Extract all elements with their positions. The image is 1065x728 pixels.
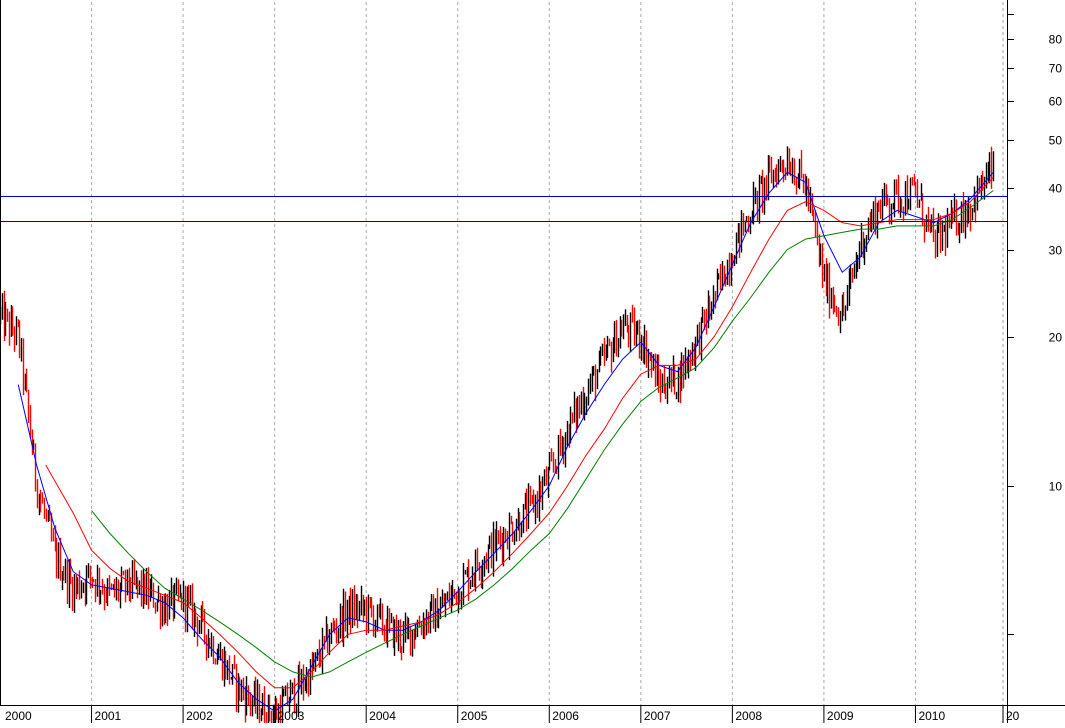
price-candles xyxy=(0,146,995,728)
x-tick-label: 2005 xyxy=(461,709,488,723)
x-tick-label: 2006 xyxy=(552,709,579,723)
x-tick-label: 2002 xyxy=(186,709,213,723)
y-tick-label: 40 xyxy=(1049,182,1063,196)
x-tick-label: 2009 xyxy=(827,709,854,723)
x-tick-label: 2008 xyxy=(735,709,762,723)
moving-average-line xyxy=(45,176,994,689)
y-axis: 10 20 30 40 50 60 70 80 xyxy=(1007,14,1063,635)
x-tick-label: 2000 xyxy=(5,709,32,723)
y-tick-label: 80 xyxy=(1049,33,1063,47)
y-tick-label: 70 xyxy=(1049,62,1063,76)
moving-average-line xyxy=(91,190,994,678)
y-tick-label: 60 xyxy=(1049,95,1063,109)
y-tick-label: 20 xyxy=(1049,331,1063,345)
moving-average-line xyxy=(17,171,994,712)
x-tick-label: 2001 xyxy=(95,709,122,723)
y-tick-label: 10 xyxy=(1049,480,1063,494)
vertical-grid xyxy=(91,2,1004,705)
x-tick-label: 2007 xyxy=(644,709,671,723)
moving-average-lines xyxy=(17,171,994,712)
horizontal-lines xyxy=(0,196,1007,222)
x-tick-label: 2010 xyxy=(918,709,945,723)
x-tick-label: 2003 xyxy=(278,709,305,723)
x-tick-label: 20 xyxy=(1006,709,1020,723)
x-axis: 2000 2001 2002 2003 2004 2005 2006 2007 2008 2009… xyxy=(5,705,1020,723)
x-tick-label: 2004 xyxy=(369,709,396,723)
y-tick-label: 50 xyxy=(1049,134,1063,148)
y-tick-label: 30 xyxy=(1049,244,1063,258)
